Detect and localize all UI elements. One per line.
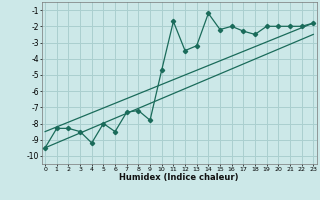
- X-axis label: Humidex (Indice chaleur): Humidex (Indice chaleur): [119, 173, 239, 182]
